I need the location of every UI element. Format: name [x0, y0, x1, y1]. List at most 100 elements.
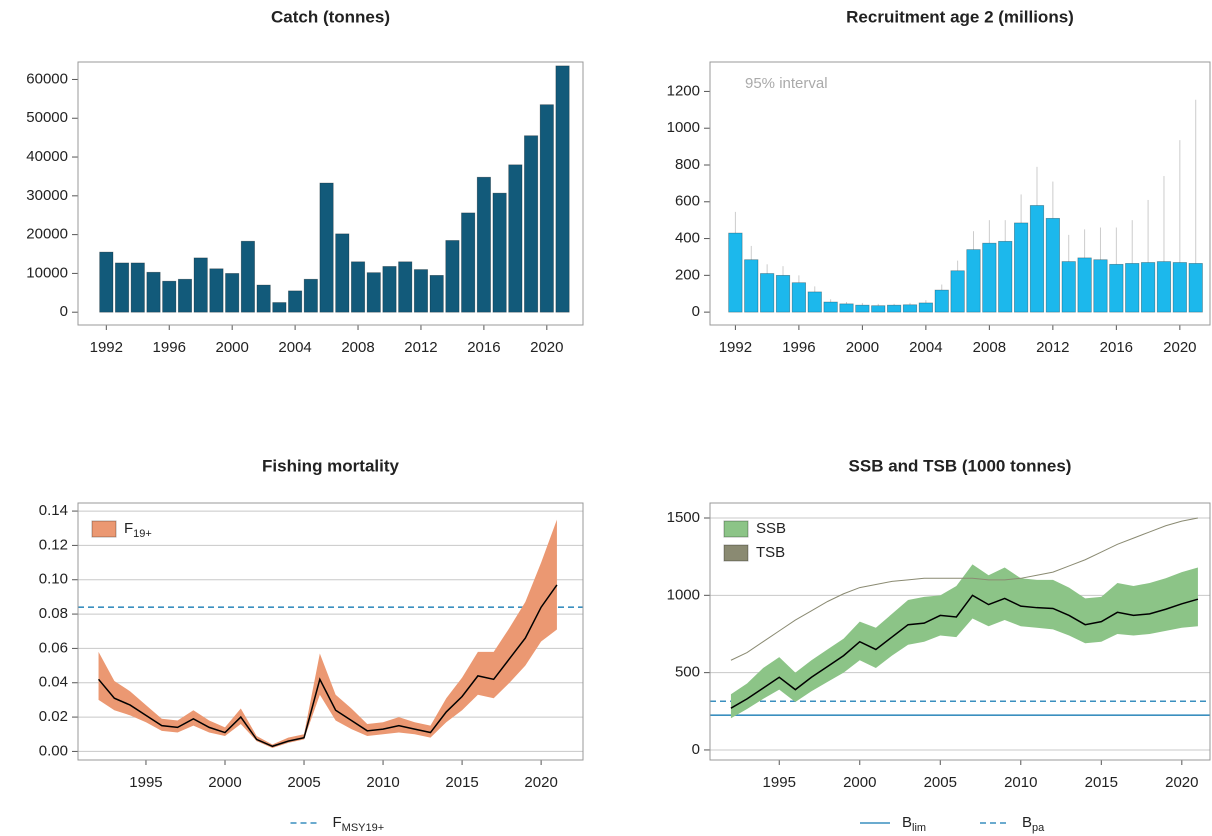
- y-tick-label: 1200: [667, 82, 700, 99]
- y-tick-label: 1000: [667, 119, 700, 136]
- x-tick-label: 2016: [467, 339, 500, 356]
- x-tick-label: 1992: [719, 339, 752, 356]
- legend-label: TSB: [756, 544, 785, 561]
- x-tick-label: 2012: [404, 339, 437, 356]
- y-tick-label: 0.04: [39, 674, 68, 691]
- line: [730, 517, 1199, 661]
- bar: [760, 273, 775, 313]
- bar: [934, 289, 949, 313]
- bar: [256, 284, 271, 313]
- legend-label: SSB: [756, 520, 786, 537]
- chart-title: Recruitment age 2 (millions): [846, 7, 1074, 26]
- x-tick-label: 2010: [366, 774, 399, 791]
- bar: [744, 259, 759, 313]
- bar: [839, 303, 854, 313]
- chart-title: Catch (tonnes): [271, 7, 390, 26]
- y-tick-label: 0.06: [39, 639, 68, 656]
- y-tick-label: 0.02: [39, 708, 68, 725]
- bar: [445, 240, 460, 313]
- bar: [162, 280, 177, 313]
- y-tick-label: 0: [692, 303, 700, 320]
- bar: [966, 249, 981, 313]
- bar: [950, 270, 965, 313]
- bar: [728, 232, 743, 313]
- legend-label: F19+: [124, 520, 152, 540]
- x-tick-label: 2000: [846, 339, 879, 356]
- legend-label-main: B: [1022, 814, 1032, 831]
- bar: [429, 274, 444, 313]
- bar: [413, 269, 428, 313]
- x-tick-label: 2004: [909, 339, 942, 356]
- bar: [775, 274, 791, 313]
- x-tick-label: 2010: [1004, 774, 1037, 791]
- bar: [1156, 261, 1172, 313]
- bar: [177, 278, 193, 313]
- legend-label-sub: 19+: [133, 528, 152, 540]
- bar: [335, 233, 350, 313]
- confidence-band: [730, 564, 1198, 719]
- y-tick-label: 10000: [26, 264, 68, 281]
- x-tick-label: 2000: [215, 339, 248, 356]
- plot-frame: [77, 502, 584, 761]
- x-tick-label: 2012: [1036, 339, 1069, 356]
- bar: [99, 251, 114, 313]
- bar: [193, 257, 208, 313]
- legend-label: FMSY19+: [333, 814, 385, 834]
- bar: [492, 192, 507, 313]
- x-tick-label: 2005: [924, 774, 957, 791]
- legend-label: Blim: [902, 814, 926, 834]
- y-tick-label: 0.10: [39, 571, 68, 588]
- bar: [823, 301, 838, 313]
- x-tick-label: 2008: [341, 339, 374, 356]
- bar: [982, 242, 997, 313]
- y-tick-label: 50000: [26, 109, 68, 126]
- confidence-band: [98, 519, 557, 748]
- bar: [791, 282, 806, 313]
- bar: [115, 262, 130, 313]
- bar: [1172, 262, 1187, 313]
- y-tick-label: 500: [675, 664, 700, 681]
- bar: [555, 65, 570, 313]
- plot-frame: [709, 61, 1211, 326]
- x-tick-label: 2020: [524, 774, 557, 791]
- legend-label-main: F: [124, 520, 133, 537]
- y-tick-label: 0.00: [39, 742, 68, 759]
- x-tick-label: 2020: [1163, 339, 1196, 356]
- bar: [887, 304, 902, 313]
- x-tick-label: 2015: [445, 774, 478, 791]
- x-tick-label: 2000: [208, 774, 241, 791]
- bar: [539, 104, 554, 313]
- bar: [288, 290, 303, 313]
- y-tick-label: 1500: [667, 509, 700, 526]
- bar: [524, 135, 539, 313]
- bar: [303, 278, 318, 313]
- legend-swatch: [91, 520, 117, 538]
- x-tick-label: 1995: [763, 774, 796, 791]
- legend-label-sub: MSY19+: [342, 822, 385, 834]
- bar: [902, 304, 918, 313]
- x-tick-label: 2015: [1085, 774, 1118, 791]
- chart-title: Fishing mortality: [262, 456, 400, 475]
- bar: [146, 271, 161, 313]
- bar: [366, 272, 381, 313]
- y-tick-label: 0: [692, 741, 700, 758]
- x-tick-label: 1992: [90, 339, 123, 356]
- x-tick-label: 2005: [287, 774, 320, 791]
- line: [730, 594, 1199, 709]
- legend-label-sub: lim: [912, 822, 926, 834]
- legend-label-main: B: [902, 814, 912, 831]
- bar: [461, 212, 476, 313]
- plot-frame: [77, 61, 584, 326]
- y-tick-label: 600: [675, 193, 700, 210]
- x-tick-label: 2000: [843, 774, 876, 791]
- y-tick-label: 0.08: [39, 605, 68, 622]
- bar: [1061, 261, 1076, 313]
- bar: [130, 262, 145, 313]
- bar: [476, 176, 491, 313]
- bar: [1093, 259, 1108, 313]
- legend-swatch: [723, 520, 749, 538]
- y-tick-label: 1000: [667, 586, 700, 603]
- bar: [272, 302, 287, 313]
